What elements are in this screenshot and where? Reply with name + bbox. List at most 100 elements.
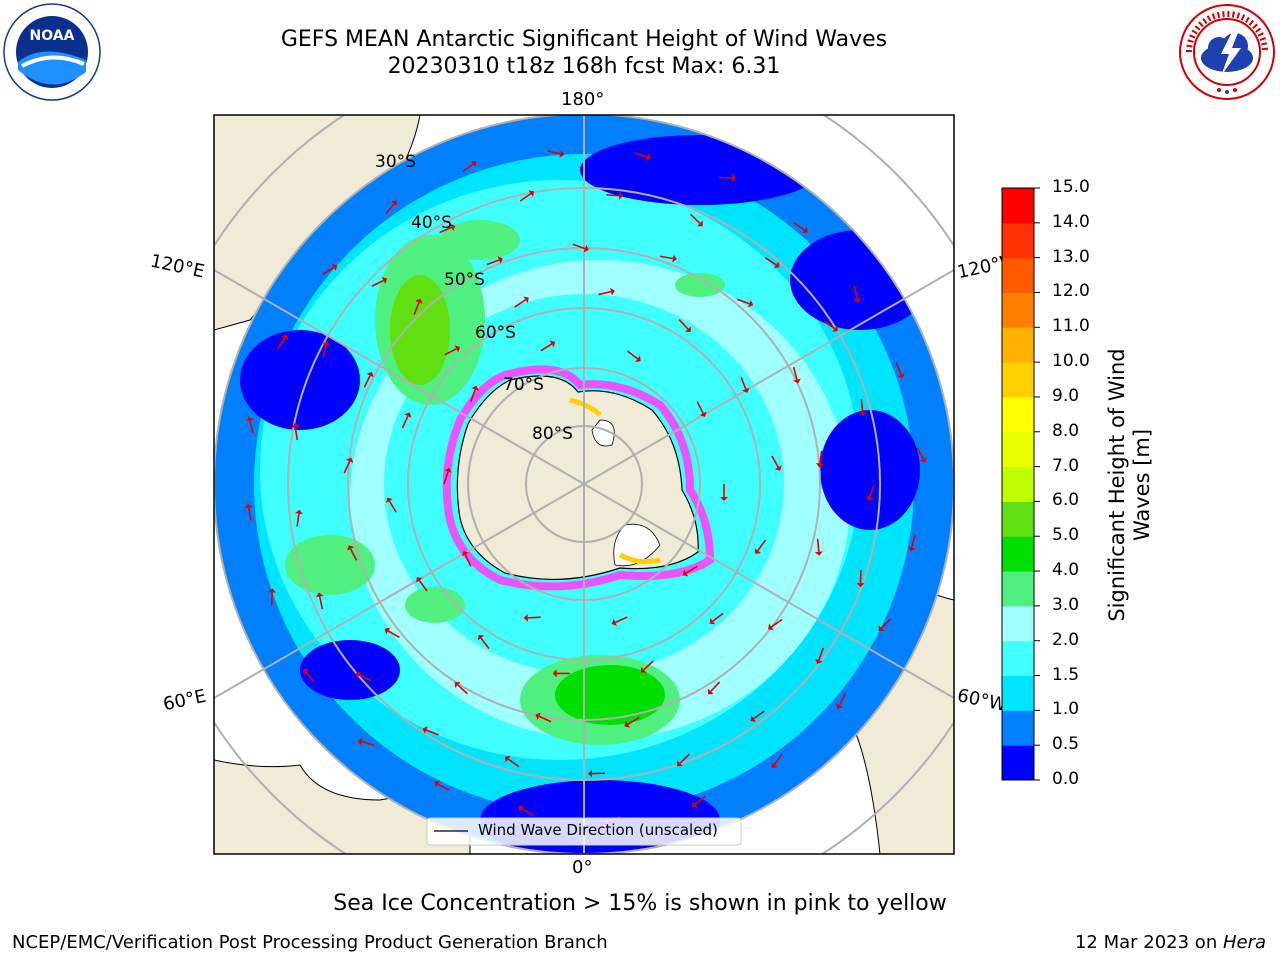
wave-arrow-shaft bbox=[696, 401, 704, 414]
colorbar-label-line2: Waves [m] bbox=[1130, 428, 1154, 542]
wave-arrow-shaft bbox=[294, 427, 299, 441]
wave-arrow-head bbox=[355, 671, 362, 679]
colorbar-tick-label: 6.0 bbox=[1052, 490, 1080, 511]
colorbar bbox=[1001, 187, 1040, 781]
lat-label-70s: 70°S bbox=[503, 375, 544, 395]
wave-arrow-shaft bbox=[343, 460, 351, 474]
wave-arrow-shaft bbox=[895, 362, 902, 375]
colorbar-frame bbox=[1001, 187, 1035, 781]
wave-arrow-shaft bbox=[413, 302, 420, 315]
wave-arrow-shaft bbox=[838, 693, 846, 706]
wave-arrow-head bbox=[331, 264, 338, 271]
chart-title: GEFS MEAN Antarctic Significant Height o… bbox=[280, 27, 888, 52]
wave-arrow-head bbox=[477, 634, 485, 641]
wave-arrow-head bbox=[750, 715, 756, 722]
wave-arrow-shaft bbox=[853, 285, 858, 299]
colorbar-label-line1: Significant Height of Wind bbox=[1105, 348, 1129, 622]
wave-arrow-head bbox=[897, 373, 905, 379]
wave-arrow-head bbox=[454, 682, 461, 688]
wave-arrow-head bbox=[685, 326, 691, 333]
wave-arrow-shaft bbox=[322, 266, 335, 275]
wave-arrow-head bbox=[907, 546, 916, 552]
legend-box bbox=[426, 817, 742, 846]
colorbar-tick-label: 9.0 bbox=[1052, 385, 1080, 406]
wave-arrow-head bbox=[384, 627, 391, 635]
wave-arrow-shaft bbox=[764, 257, 777, 266]
wave-arrow-shaft bbox=[349, 548, 358, 561]
noaa-logo-text: NOAA bbox=[30, 28, 75, 44]
wave-arrow-shaft bbox=[469, 389, 476, 402]
wave-arrow-head bbox=[302, 668, 310, 675]
colorbar-tick-label: 1.0 bbox=[1052, 699, 1080, 720]
colorbar-segment bbox=[1002, 222, 1034, 259]
wave-arrow-head bbox=[645, 153, 652, 161]
wave-arrow-shaft bbox=[606, 194, 620, 197]
wave-arrow-shaft bbox=[547, 150, 561, 155]
wave-arrow-head bbox=[347, 545, 355, 551]
wave-arrow-head bbox=[523, 613, 528, 622]
wave-arrow-shaft bbox=[740, 376, 747, 390]
wave-arrow-shaft bbox=[818, 647, 824, 661]
wave-arrow-shaft bbox=[507, 758, 520, 768]
map-frame bbox=[213, 114, 955, 855]
wave-arrow-head bbox=[583, 244, 589, 253]
wave-arrow-shaft bbox=[694, 795, 706, 805]
wave-arrow-shaft bbox=[770, 618, 783, 628]
wave-arrow-head bbox=[518, 805, 524, 813]
wave-arrow-head bbox=[768, 623, 774, 631]
wave-arrow-shaft bbox=[359, 674, 372, 682]
wave-arrow-head bbox=[793, 378, 801, 384]
wave-arrow-head bbox=[835, 703, 844, 709]
wave-arrow-head bbox=[635, 355, 641, 362]
wave-arrow-head bbox=[774, 465, 782, 471]
wave-arrow-shaft bbox=[418, 579, 428, 592]
wave-arrow-head bbox=[404, 412, 412, 418]
wave-arrow-shaft bbox=[538, 715, 552, 723]
wave-arrow-shaft bbox=[598, 290, 612, 296]
wave-arrow-shaft bbox=[793, 222, 805, 231]
wave-arrow-head bbox=[709, 618, 716, 625]
wave-arrow-head bbox=[754, 548, 762, 554]
wave-arrow-shaft bbox=[634, 152, 648, 158]
wave-arrow-shaft bbox=[401, 415, 409, 429]
wave-arrow-shaft bbox=[627, 716, 640, 725]
wave-arrow-head bbox=[624, 720, 631, 728]
wind-wave-arrows bbox=[244, 149, 927, 826]
wave-arrow-shaft bbox=[363, 375, 371, 388]
wave-arrow-head bbox=[504, 755, 511, 763]
lon-label-180: 180° bbox=[561, 89, 605, 110]
colorbar-segment bbox=[1002, 327, 1034, 363]
wave-arrow-head bbox=[731, 173, 736, 182]
lat-label-60s: 60°S bbox=[475, 323, 516, 343]
wave-arrow-head bbox=[315, 592, 324, 598]
colorbar-segment bbox=[1002, 536, 1034, 572]
wave-arrow-head bbox=[866, 495, 874, 501]
colorbar-segment bbox=[1002, 571, 1034, 607]
wave-arrow-shaft bbox=[869, 484, 875, 498]
colorbar-tick-label: 5.0 bbox=[1052, 525, 1080, 546]
graticule bbox=[214, 115, 954, 854]
wave-arrow-head bbox=[449, 223, 456, 232]
colorbar-tick-label: 3.0 bbox=[1052, 594, 1080, 615]
wave-arrow-shaft bbox=[753, 710, 765, 720]
lon-label-0: 0° bbox=[572, 857, 593, 878]
wave-arrow-shaft bbox=[519, 192, 532, 202]
wave-arrow-shaft bbox=[880, 618, 892, 629]
wave-arrow-head bbox=[856, 583, 865, 588]
wave-arrow-head bbox=[748, 299, 754, 308]
wave-arrow-shaft bbox=[712, 612, 724, 622]
wave-arrow-head bbox=[346, 457, 354, 463]
wave-arrow-shaft bbox=[690, 213, 701, 224]
wave-arrow-head bbox=[672, 254, 677, 263]
wave-arrow-head bbox=[415, 298, 423, 304]
colorbar-tick-label: 1.5 bbox=[1052, 664, 1080, 685]
wave-arrow-shaft bbox=[521, 808, 534, 816]
wave-arrow-head bbox=[552, 669, 557, 678]
wave-arrow-shaft bbox=[388, 500, 397, 513]
wave-arrow-shaft bbox=[678, 318, 689, 330]
footer-date-text: 12 Mar 2023 on bbox=[1074, 932, 1223, 953]
wave-arrow-shaft bbox=[757, 539, 767, 552]
colorbar-segment bbox=[1002, 466, 1034, 502]
wave-arrow-shaft bbox=[540, 343, 553, 352]
